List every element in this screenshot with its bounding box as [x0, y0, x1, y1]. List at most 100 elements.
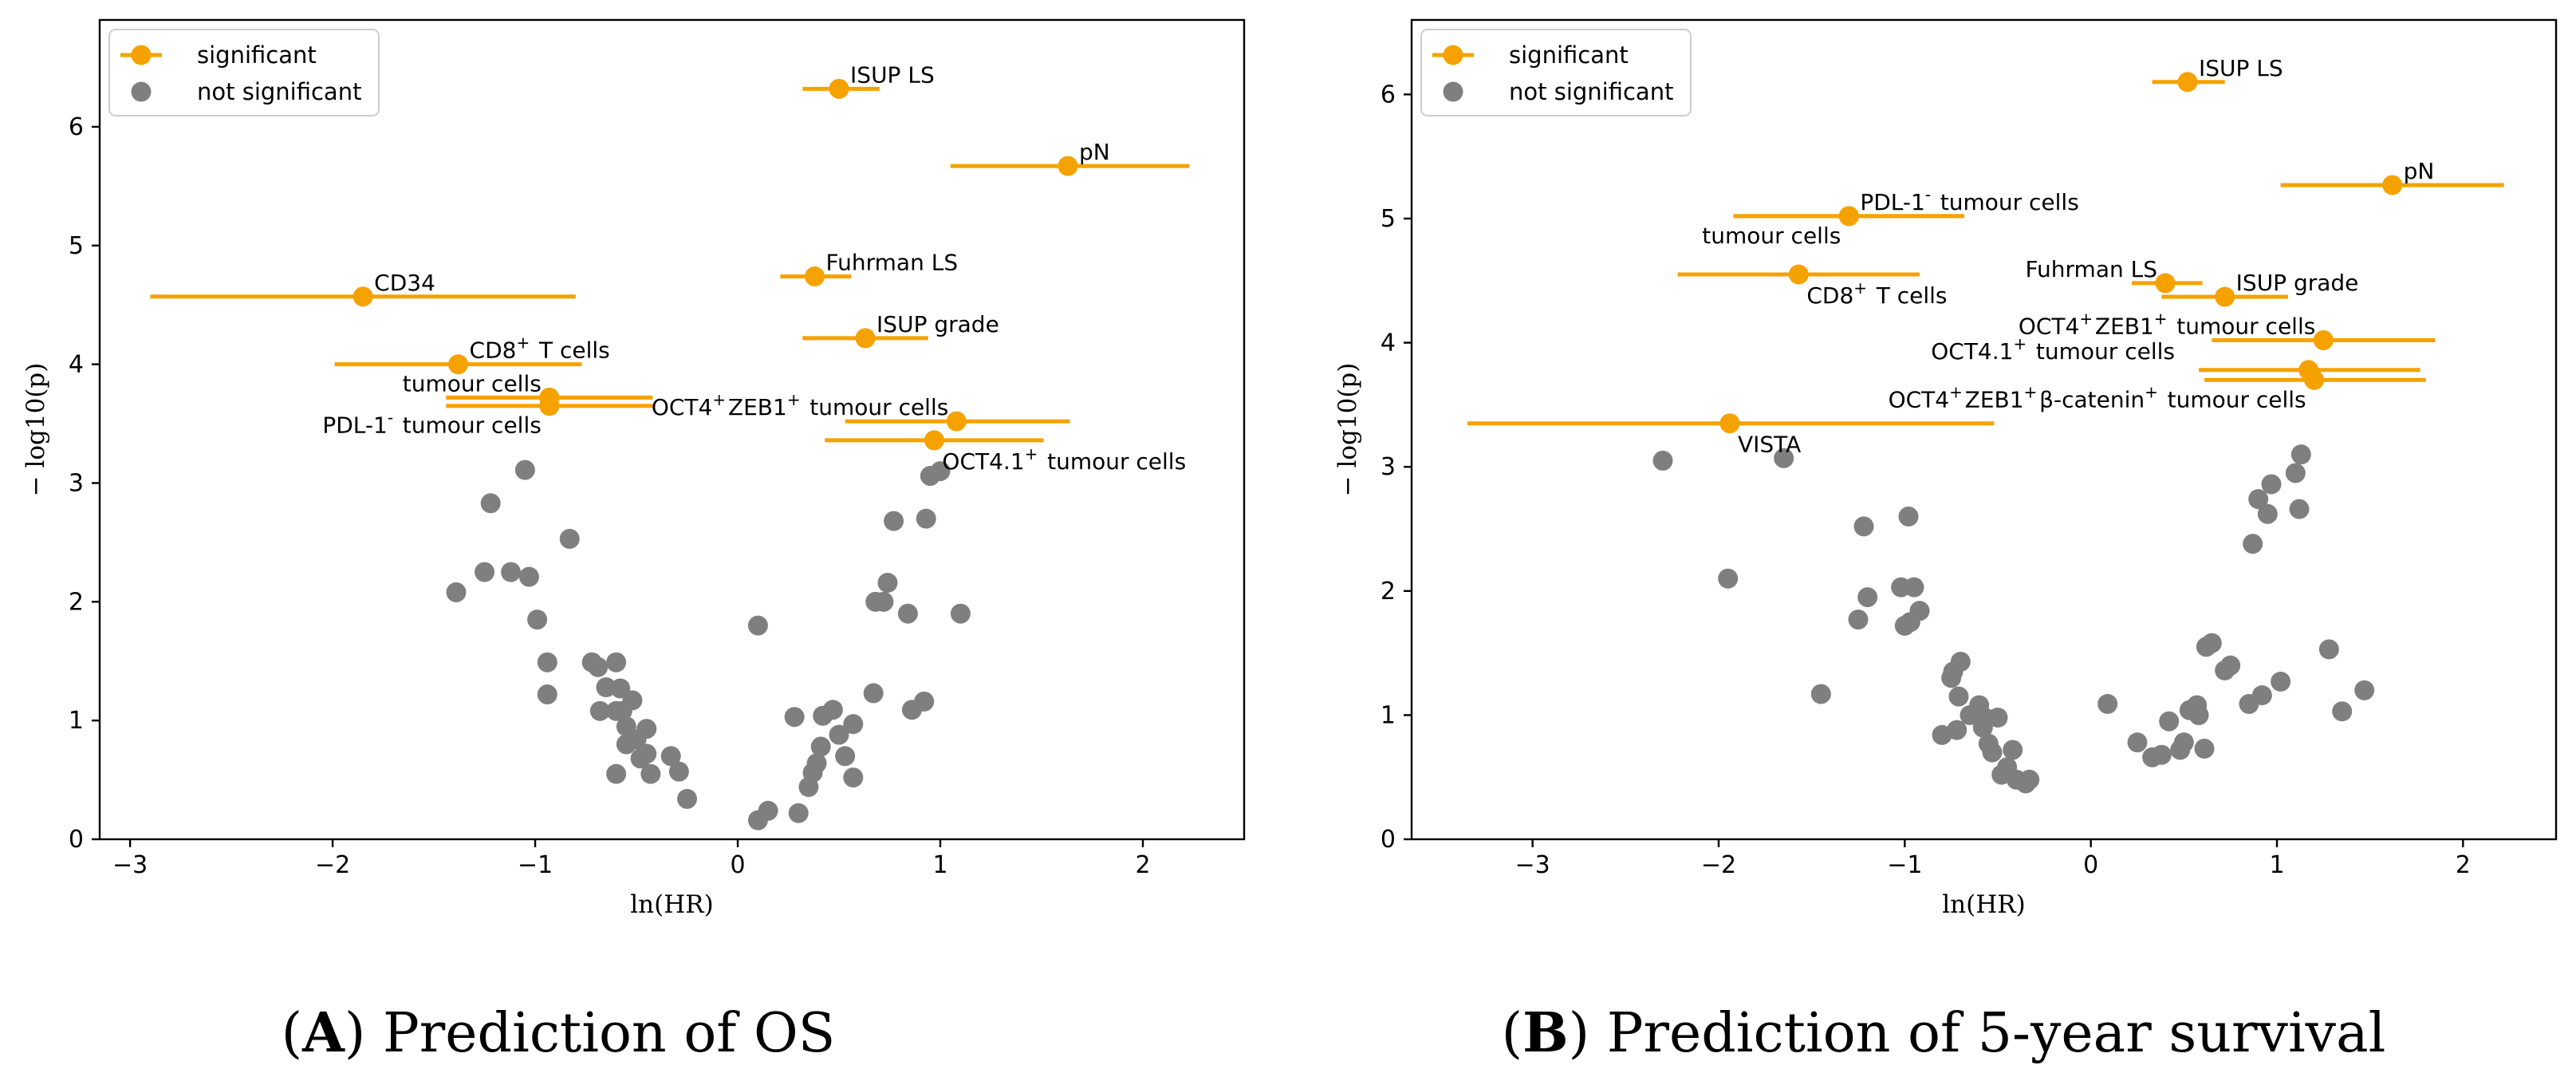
x-tick-label-a: −3 — [112, 851, 148, 879]
not-significant-point — [1904, 577, 1924, 598]
not-significant-point — [636, 719, 657, 740]
not-significant-point — [806, 753, 827, 774]
not-significant-point — [2097, 693, 2118, 714]
point-label: ISUP LS — [2199, 55, 2283, 81]
legend-significant-marker — [1443, 45, 1463, 65]
not-significant-point — [677, 788, 698, 809]
not-significant-point — [2188, 704, 2209, 725]
x-tick-label-a: 0 — [730, 851, 745, 879]
not-significant-point — [612, 700, 632, 721]
plot-frame-b — [1410, 18, 2558, 841]
x-tick-label-b: −1 — [1887, 851, 1922, 879]
x-tick-label-b: 2 — [2456, 851, 2471, 879]
not-significant-point — [1718, 568, 1739, 589]
panel-a: −3 −2 −1 0 1 2 0 1 2 3 4 5 6 ln(HR) − log10(p) ISUP LS p… — [22, 18, 1246, 1065]
plot-frame-a — [98, 18, 1246, 841]
not-significant-point — [822, 700, 843, 720]
point-label: pN — [2404, 158, 2435, 184]
not-significant-point — [589, 700, 610, 721]
not-significant-point — [514, 460, 535, 480]
point-label: OCT4.1+ tumour cells — [942, 444, 1186, 475]
not-significant-point — [606, 763, 627, 784]
not-significant-point — [1972, 717, 1993, 738]
significant-point — [2304, 369, 2325, 390]
not-significant-point — [2003, 740, 2023, 760]
not-significant-point — [873, 591, 894, 612]
not-significant-point — [914, 691, 935, 712]
not-significant-point — [835, 746, 856, 767]
y-tick-label-a: 3 — [69, 469, 84, 497]
point-label: OCT4+ ZEB1+ β-catenin+ tumour cells — [1889, 382, 2306, 412]
y-tick-label-b: 2 — [1381, 578, 1396, 606]
not-significant-point — [527, 609, 548, 630]
not-significant-point — [2318, 639, 2339, 660]
not-significant-point — [1909, 601, 1930, 621]
point-label: PDL-1- tumour cells — [1860, 185, 2078, 215]
not-significant-point — [2173, 732, 2194, 753]
not-significant-point — [2220, 655, 2241, 676]
significant-point — [855, 328, 876, 349]
y-tick-label-a: 2 — [69, 588, 84, 616]
legend-box-a — [108, 29, 380, 116]
not-significant-point — [537, 684, 557, 704]
not-significant-point — [480, 493, 501, 514]
not-significant-point — [930, 461, 951, 482]
x-tick-label-b: −3 — [1515, 851, 1550, 879]
point-label: ISUP grade — [876, 311, 999, 337]
point-label: CD8+ T cells — [470, 333, 610, 364]
x-tick-label-a: −1 — [518, 851, 553, 879]
not-significant-point — [784, 707, 805, 728]
not-significant-point — [2019, 769, 2040, 790]
x-tick-label-b: 1 — [2269, 851, 2284, 879]
significant-point — [946, 411, 967, 432]
significant-point — [2155, 273, 2176, 294]
not-significant-point — [2332, 701, 2353, 722]
not-significant-point — [829, 724, 849, 745]
not-significant-point — [475, 562, 495, 582]
not-significant-point — [2194, 738, 2215, 759]
y-tick-label-b: 4 — [1381, 329, 1396, 357]
not-significant-point — [843, 714, 864, 735]
panel-b: −3 −2 −1 0 1 2 0 1 2 3 4 5 6 ln(HR) − log10(p) ISUP LS p… — [1333, 18, 2558, 1065]
legend-box-b — [1420, 29, 1692, 116]
not-significant-point — [2248, 489, 2269, 510]
significant-point — [1788, 264, 1809, 285]
not-significant-point — [1898, 506, 1919, 527]
point-label: VISTA — [1738, 432, 1801, 458]
not-significant-point — [2201, 633, 2222, 653]
not-significant-point — [1848, 609, 1869, 630]
not-significant-point — [660, 746, 681, 767]
not-significant-point — [747, 615, 768, 636]
y-tick-label-b: 5 — [1381, 205, 1396, 233]
x-tick-label-a: 1 — [932, 851, 947, 879]
not-significant-point — [501, 562, 522, 582]
not-significant-point — [446, 582, 467, 602]
not-significant-point — [2271, 671, 2291, 692]
point-label: ISUP grade — [2236, 270, 2359, 296]
significant-point — [1719, 413, 1740, 434]
not-significant-point — [2127, 732, 2148, 753]
y-tick-label-a: 0 — [69, 826, 84, 854]
not-significant-point — [1947, 720, 1967, 740]
x-tick-label-b: 0 — [2083, 851, 2098, 879]
y-tick-label-b: 1 — [1381, 701, 1396, 729]
legend-significant-marker — [131, 45, 152, 65]
not-significant-point — [1857, 587, 1878, 608]
not-significant-point — [2290, 444, 2311, 465]
not-significant-point — [1950, 651, 1971, 672]
not-significant-point — [1987, 708, 2008, 728]
not-significant-point — [2261, 474, 2282, 495]
significant-point — [2382, 175, 2403, 195]
not-significant-point — [2251, 684, 2272, 705]
y-tick-label-b: 0 — [1381, 826, 1396, 854]
not-significant-point — [2257, 503, 2278, 524]
not-significant-point — [897, 603, 918, 624]
significant-point — [1838, 206, 1859, 227]
not-significant-point — [884, 511, 904, 531]
y-axis-label-b: − log10(p) — [1333, 363, 1362, 497]
x-axis-label-a: ln(HR) — [630, 890, 713, 919]
point-label: Fuhrman LS — [826, 249, 959, 275]
y-axis-label-a: − log10(p) — [22, 363, 50, 497]
point-label: OCT4+ ZEB1+ tumour cells — [2019, 309, 2316, 339]
legend-significant-label: significant — [1509, 41, 1629, 69]
